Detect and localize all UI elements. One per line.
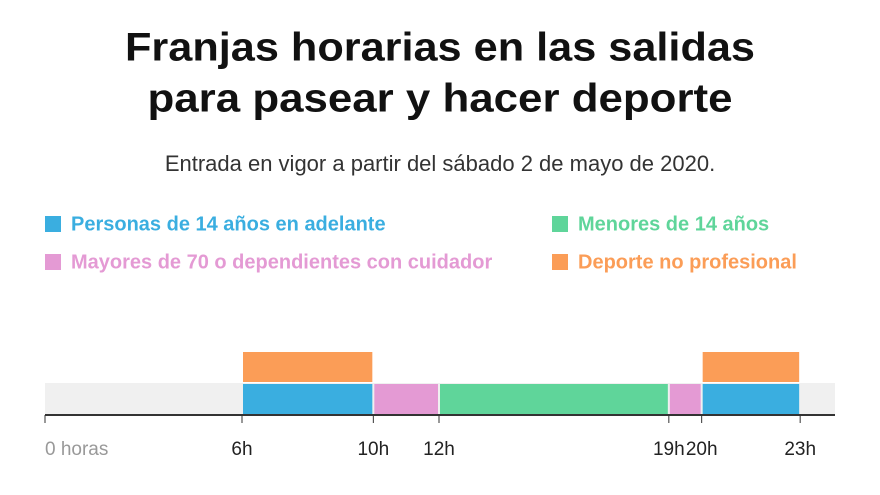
time-segment bbox=[669, 384, 701, 414]
chart-title: Franjas horarias en las salidas bbox=[125, 26, 755, 70]
legend-swatch bbox=[45, 254, 61, 270]
chart-title: para pasear y hacer deporte bbox=[148, 77, 733, 121]
x-tick-label: 10h bbox=[357, 439, 389, 460]
time-segment bbox=[702, 384, 800, 414]
legend-label: Mayores de 70 o dependientes con cuidado… bbox=[71, 251, 492, 273]
x-tick-label: 20h bbox=[686, 439, 718, 460]
x-tick-label: 19h bbox=[653, 439, 685, 460]
legend-label: Menores de 14 años bbox=[578, 213, 769, 235]
time-segment bbox=[702, 352, 800, 382]
chart-subtitle: Entrada en vigor a partir del sábado 2 d… bbox=[165, 151, 715, 176]
x-tick-label: 23h bbox=[784, 439, 816, 460]
x-tick-label: 6h bbox=[231, 439, 252, 460]
legend-label: Deporte no profesional bbox=[578, 251, 797, 273]
legend-swatch bbox=[552, 216, 568, 232]
x-tick-label: 12h bbox=[423, 439, 455, 460]
legend-swatch bbox=[45, 216, 61, 232]
legend-swatch bbox=[552, 254, 568, 270]
x-tick-label: 0 horas bbox=[45, 439, 108, 460]
time-segment bbox=[243, 352, 373, 382]
legend-label: Personas de 14 años en adelante bbox=[71, 213, 386, 235]
time-segment bbox=[440, 384, 668, 414]
time-segment bbox=[243, 384, 373, 414]
time-segment bbox=[374, 384, 438, 414]
